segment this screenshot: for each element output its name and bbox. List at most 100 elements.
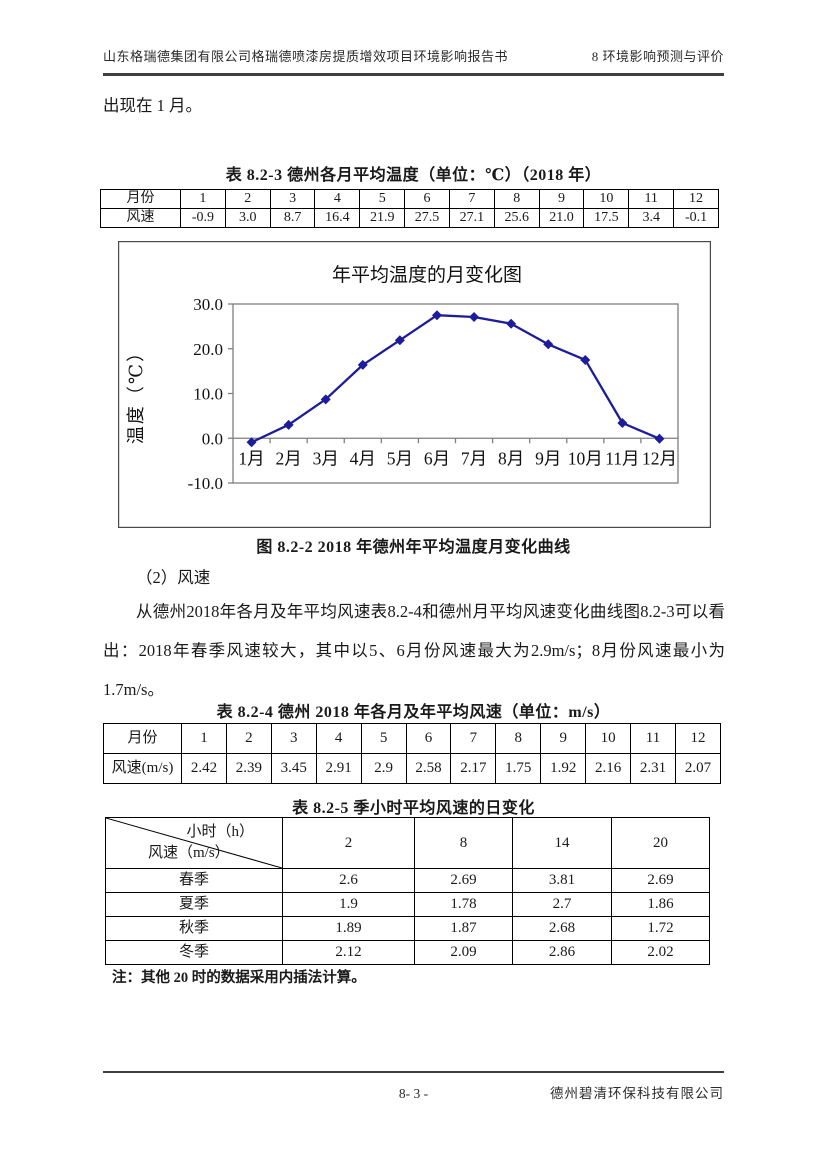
- table-cell: 1.86: [611, 892, 710, 917]
- table-cell: 27.5: [404, 208, 450, 228]
- x-tick-label: 9月: [535, 448, 561, 468]
- temperature-line-chart: 年平均温度的月变化图 30.0 20.0 10.0 0.0 -10.0 1月 2月 3月 4月 5月…: [118, 241, 711, 528]
- table-cell: 2.91: [315, 753, 362, 784]
- corner-label-windspeed: 风速（m/s）: [148, 845, 230, 861]
- y-tick-label: 10.0: [193, 385, 223, 404]
- table-cell: 1: [180, 189, 226, 209]
- section-heading: （2）风速: [136, 568, 211, 587]
- season-row: 冬季 2.12 2.09 2.86 2.02: [105, 940, 710, 965]
- page-header: 山东格瑞德集团有限公司格瑞德喷漆房提质增效项目环境影响报告书 8 环境影响预测与…: [103, 46, 724, 76]
- table-cell: -0.9: [180, 208, 226, 228]
- table-cell: 春季: [105, 868, 283, 893]
- table-cell: -0.1: [673, 208, 719, 228]
- season-row: 秋季 1.89 1.87 2.68 1.72: [105, 916, 710, 941]
- hour-header-cell: 14: [512, 817, 612, 869]
- x-tick-label: 4月: [350, 448, 376, 468]
- x-tick-label: 12月: [642, 448, 677, 468]
- table-cell: 2.9: [360, 753, 407, 784]
- table-cell: 2.31: [630, 753, 676, 784]
- page-number: 8- 3 -: [398, 1086, 429, 1101]
- table-cell: 27.1: [448, 208, 495, 228]
- hour-header-cell: 8: [414, 817, 513, 869]
- table-cell: 夏季: [105, 892, 283, 917]
- table-wind-caption: 表 8.2-4 德州 2018 年各月及年平均风速（单位：m/s）: [216, 704, 611, 721]
- table-cell: 11: [628, 189, 675, 209]
- table-cell: 1.9: [282, 892, 415, 917]
- x-tick-label: 1月: [238, 448, 264, 468]
- table-temp-caption: 表 8.2-3 德州各月平均温度（单位：℃）（2018 年）: [225, 167, 602, 184]
- table-cell: 2.09: [414, 940, 513, 965]
- table-cell: 2.12: [282, 940, 415, 965]
- table-cell: 2: [225, 723, 272, 754]
- figure-caption: 图 8.2-2 2018 年德州年平均温度月变化曲线: [256, 539, 571, 556]
- data-point-marker: [320, 394, 331, 405]
- table-cell: 8: [493, 189, 540, 209]
- table-cell: 1.87: [414, 916, 513, 941]
- table-cell: 4: [315, 723, 362, 754]
- table-cell: 2.39: [225, 753, 272, 784]
- table-cell: 6: [404, 189, 450, 209]
- footer-company: 德州碧清环保科技有限公司: [550, 1086, 724, 1101]
- table-cell: 10: [585, 723, 632, 754]
- table-cell: 2.86: [512, 940, 612, 965]
- table-cell: 21.9: [359, 208, 406, 228]
- table-cell: 月份: [103, 723, 182, 754]
- table-cell: 2.69: [611, 868, 710, 893]
- months-row: 月份 1 2 3 4 5 6 7 8 9 10 11 12: [100, 189, 719, 209]
- data-point-marker: [654, 433, 665, 444]
- intro-text: 出现在 1 月。: [103, 96, 202, 115]
- table-cell: 4: [314, 189, 361, 209]
- table-cell: 2.17: [450, 753, 497, 784]
- table-cell: 12: [674, 723, 722, 754]
- table-cell: 21.0: [538, 208, 585, 228]
- x-tick-label: 7月: [461, 448, 487, 468]
- table-cell: 10: [583, 189, 630, 209]
- x-tick-label: 2月: [276, 448, 302, 468]
- table-cell: 3.45: [270, 753, 317, 784]
- x-tick-label: 11月: [605, 448, 639, 468]
- table-cell: 1.92: [540, 753, 587, 784]
- header-chapter-title: 8 环境影响预测与评价: [591, 49, 724, 64]
- table-monthly-windspeed: 月份 1 2 3 4 5 6 7 8 9 10 11 12 风速(m/s) 2.42 2.39 3.45 2.91…: [103, 723, 722, 784]
- table-cell: 7: [448, 189, 495, 209]
- table-cell: 月份: [100, 189, 181, 209]
- data-point-marker: [580, 354, 591, 365]
- table-cell: 2: [224, 189, 271, 209]
- table-cell: 2.16: [585, 753, 632, 784]
- data-point-marker: [357, 359, 368, 370]
- values-row: 风速 -0.9 3.0 8.7 16.4 21.9 27.5 27.1 25.6 21.0 17.5…: [100, 208, 719, 228]
- table-cell: 5: [359, 189, 406, 209]
- y-tick-label: 20.0: [193, 340, 223, 359]
- table-cell: 3: [270, 723, 317, 754]
- table-cell: 2.7: [512, 892, 612, 917]
- table-diurnal-windspeed: 小时（h） 风速（m/s） 2 8 14 20 春季 2.6 2.69 3.81 2.69 夏季 1.9…: [105, 817, 710, 965]
- table-cell: 7: [450, 723, 497, 754]
- table-cell: 3: [269, 189, 316, 209]
- table-cell: 3.0: [224, 208, 271, 228]
- table-cell: 16.4: [314, 208, 361, 228]
- table-cell: 2.02: [611, 940, 710, 965]
- page-footer: 8- 3 - 德州碧清环保科技有限公司: [103, 1071, 724, 1102]
- diagonal-line: [106, 818, 282, 868]
- table-cell: 1.78: [414, 892, 513, 917]
- diagonal-header-cell: 小时（h） 风速（m/s）: [105, 817, 283, 869]
- table-cell: 12: [673, 189, 719, 209]
- table-cell: 1.89: [282, 916, 415, 941]
- table-cell: 风速(m/s): [103, 753, 182, 784]
- table-cell: 冬季: [105, 940, 283, 965]
- table-cell: 1: [181, 723, 227, 754]
- y-tick-label: 0.0: [202, 429, 223, 448]
- table-cell: 17.5: [583, 208, 630, 228]
- table-cell: 8.7: [269, 208, 316, 228]
- diurnal-header-row: 小时（h） 风速（m/s） 2 8 14 20: [105, 817, 710, 869]
- table-cell: 8: [495, 723, 542, 754]
- table-cell: 秋季: [105, 916, 283, 941]
- table-cell: 2.07: [674, 753, 722, 784]
- data-point-marker: [469, 311, 480, 322]
- data-point-marker: [617, 418, 628, 429]
- y-tick-label: 30.0: [193, 295, 223, 314]
- corner-label-hours: 小时（h）: [186, 824, 254, 840]
- months-row: 月份 1 2 3 4 5 6 7 8 9 10 11 12: [103, 723, 722, 754]
- table-cell: 3.4: [628, 208, 675, 228]
